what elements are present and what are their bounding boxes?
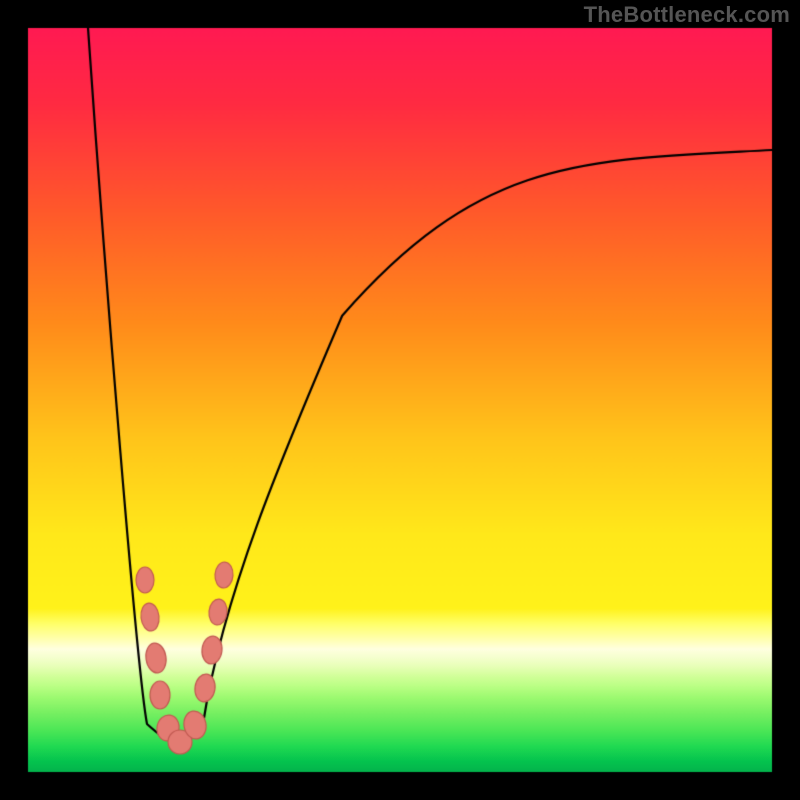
chart-stage: TheBottleneck.com: [0, 0, 800, 800]
bottleneck-curve-chart: [0, 0, 800, 800]
watermark-text: TheBottleneck.com: [584, 2, 790, 28]
